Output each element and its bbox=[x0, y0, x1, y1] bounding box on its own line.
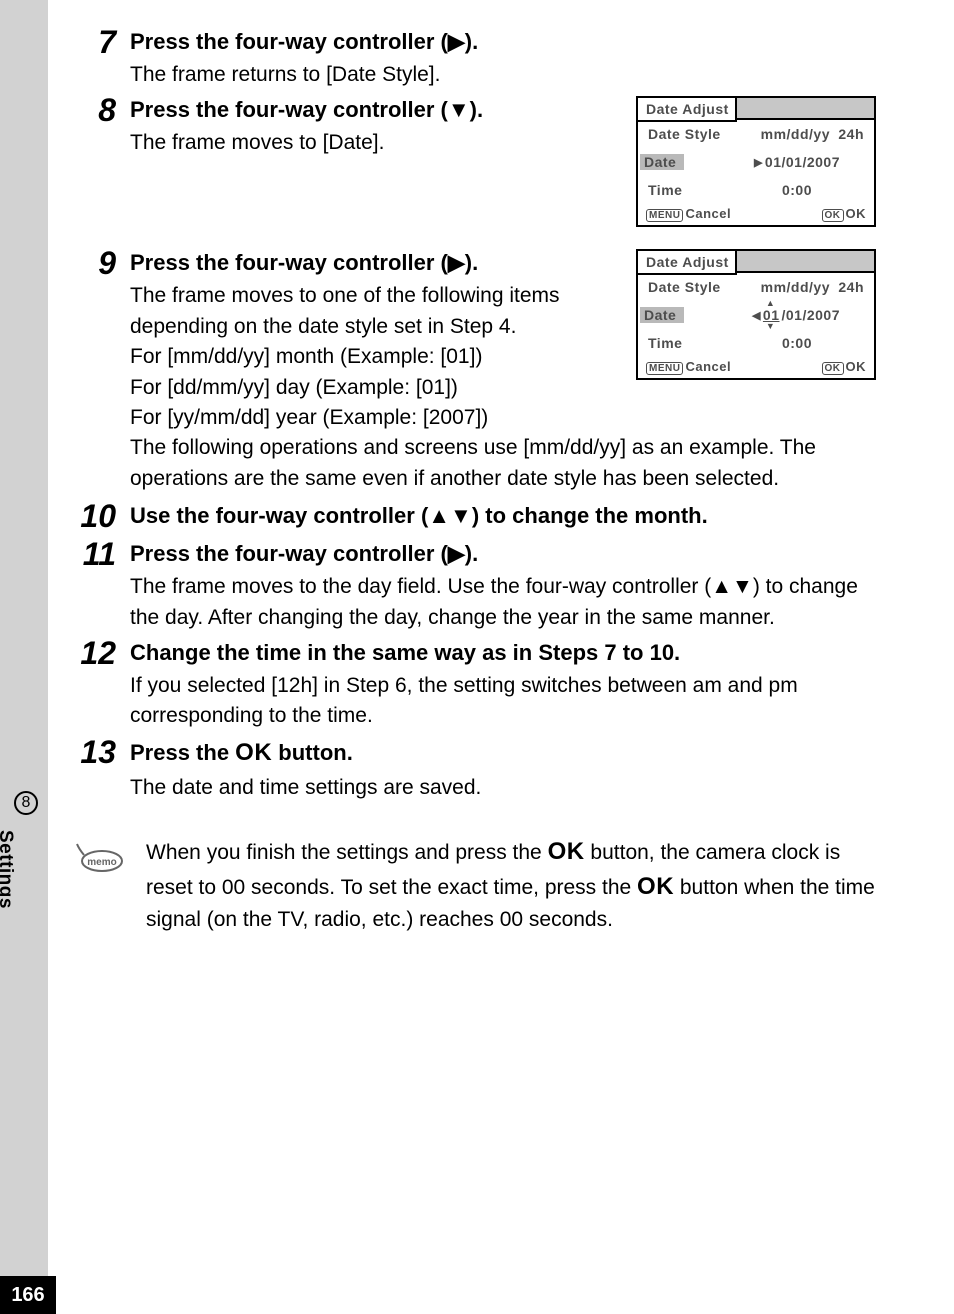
lcd-value: 24h bbox=[838, 279, 864, 295]
lcd-value: 01/01/2007 bbox=[765, 154, 840, 170]
step-number: 8 bbox=[76, 94, 130, 227]
right-arrow-icon: ▶ bbox=[448, 29, 465, 54]
step-title-text: ). bbox=[465, 541, 478, 566]
lcd-label-highlighted: Date bbox=[640, 307, 684, 323]
step-number: 12 bbox=[76, 637, 130, 732]
step-number: 11 bbox=[76, 538, 130, 633]
memo-icon: memo bbox=[76, 835, 126, 878]
step-description: The following operations and screens use… bbox=[130, 433, 876, 494]
step-description: The frame moves to [Date]. bbox=[130, 128, 618, 158]
step-description: For [dd/mm/yy] day (Example: [01]) bbox=[130, 373, 618, 403]
ok-label: OK bbox=[235, 739, 272, 766]
lcd-screen-date-adjust-1: Date Adjust Date Style mm/dd/yy 24h Date… bbox=[636, 96, 876, 227]
step-title-text: Press the bbox=[130, 740, 235, 765]
step-9: 9 Press the four-way controller (▶). The… bbox=[76, 247, 876, 494]
up-down-arrow-icon: ▲▼ bbox=[711, 575, 753, 598]
step-13: 13 Press the OK button. The date and tim… bbox=[76, 736, 876, 803]
lcd-label: Date Style bbox=[648, 126, 721, 142]
lcd-ok-label: OK bbox=[846, 206, 867, 221]
lcd-tab-fill bbox=[737, 251, 874, 273]
memo-text: When you finish the settings and press t… bbox=[146, 841, 548, 864]
lcd-active-month-field: ▲ 01 ▼ bbox=[763, 307, 780, 323]
lcd-value: 24h bbox=[838, 126, 864, 142]
memo-note: memo When you finish the settings and pr… bbox=[76, 835, 876, 935]
ok-label: OK bbox=[548, 838, 585, 865]
right-arrow-icon: ▶ bbox=[448, 541, 465, 566]
up-triangle-icon: ▲ bbox=[766, 298, 775, 308]
page-number: 166 bbox=[0, 1276, 56, 1314]
ok-button-icon: OK bbox=[822, 209, 844, 222]
lcd-label-highlighted: Date bbox=[640, 154, 684, 170]
lcd-tab-fill bbox=[737, 98, 874, 120]
lcd-value-date-rest: /01/2007 bbox=[782, 307, 841, 323]
left-triangle-icon: ◀ bbox=[752, 309, 761, 322]
step-7: 7 Press the four-way controller (▶). The… bbox=[76, 26, 876, 90]
menu-button-icon: MENU bbox=[646, 362, 683, 375]
step-description: The frame returns to [Date Style]. bbox=[130, 60, 876, 90]
step-title-text: Press the four-way controller ( bbox=[130, 29, 448, 54]
chapter-number-circle: 8 bbox=[14, 791, 38, 815]
side-gray-strip bbox=[0, 0, 48, 1314]
step-11: 11 Press the four-way controller (▶). Th… bbox=[76, 538, 876, 633]
lcd-value: 0:00 bbox=[782, 182, 864, 198]
right-arrow-icon: ▶ bbox=[448, 250, 465, 275]
step-description: The frame moves to the day field. Use th… bbox=[130, 575, 711, 598]
step-title-text: Press the four-way controller ( bbox=[130, 250, 448, 275]
step-number: 7 bbox=[76, 26, 130, 90]
down-arrow-icon: ▼ bbox=[448, 97, 470, 122]
menu-button-icon: MENU bbox=[646, 209, 683, 222]
step-10: 10 Use the four-way controller (▲▼) to c… bbox=[76, 500, 876, 534]
step-title-text: button. bbox=[272, 740, 353, 765]
lcd-tab-title: Date Adjust bbox=[638, 251, 737, 275]
step-description: For [yy/mm/dd] year (Example: [2007]) bbox=[130, 403, 618, 433]
up-down-arrow-icon: ▲▼ bbox=[428, 503, 472, 528]
step-description: If you selected [12h] in Step 6, the set… bbox=[130, 671, 876, 732]
step-12: 12 Change the time in the same way as in… bbox=[76, 637, 876, 732]
lcd-tab-title: Date Adjust bbox=[638, 98, 737, 122]
step-number: 13 bbox=[76, 736, 130, 803]
side-section-label: Settings bbox=[0, 830, 16, 909]
step-title-text: Use the four-way controller ( bbox=[130, 503, 428, 528]
lcd-value: mm/dd/yy bbox=[761, 126, 830, 142]
step-description: For [mm/dd/yy] month (Example: [01]) bbox=[130, 342, 618, 372]
step-number: 10 bbox=[76, 500, 130, 534]
step-description: The frame moves to one of the following … bbox=[130, 281, 618, 342]
ok-button-icon: OK bbox=[822, 362, 844, 375]
step-title-text: ). bbox=[465, 250, 478, 275]
down-triangle-icon: ▼ bbox=[766, 321, 775, 331]
lcd-value: mm/dd/yy bbox=[761, 279, 830, 295]
lcd-ok-label: OK bbox=[846, 359, 867, 374]
step-8: 8 Press the four-way controller (▼). The… bbox=[76, 94, 876, 227]
lcd-screen-date-adjust-2: Date Adjust Date Style mm/dd/yy 24h Date… bbox=[636, 249, 876, 380]
ok-label: OK bbox=[637, 873, 674, 900]
lcd-label: Time bbox=[648, 335, 682, 351]
svg-text:memo: memo bbox=[87, 857, 116, 868]
step-title-text: Press the four-way controller ( bbox=[130, 97, 448, 122]
page-content: 7 Press the four-way controller (▶). The… bbox=[76, 26, 876, 935]
step-number: 9 bbox=[76, 247, 130, 494]
step-title-text: ) to change the month. bbox=[472, 503, 708, 528]
step-title-text: ). bbox=[470, 97, 483, 122]
step-title-text: Press the four-way controller ( bbox=[130, 541, 448, 566]
step-title-text: Change the time in the same way as in St… bbox=[130, 637, 876, 669]
right-triangle-icon: ▶ bbox=[754, 156, 763, 169]
lcd-label: Date Style bbox=[648, 279, 721, 295]
lcd-cancel-label: Cancel bbox=[685, 359, 731, 374]
lcd-value: 0:00 bbox=[782, 335, 864, 351]
lcd-label: Time bbox=[648, 182, 682, 198]
step-description: The date and time settings are saved. bbox=[130, 773, 876, 803]
lcd-cancel-label: Cancel bbox=[685, 206, 731, 221]
step-title-text: ). bbox=[465, 29, 478, 54]
